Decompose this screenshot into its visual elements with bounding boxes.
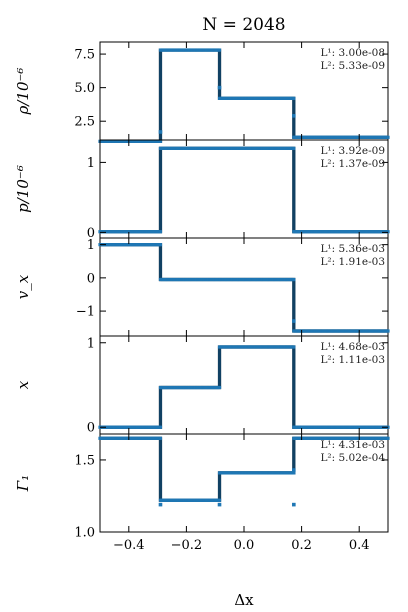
data-point [292, 471, 296, 475]
y-tick-label: 1 [87, 336, 95, 351]
x-tick-label: −0.4 [113, 538, 145, 553]
error-norm-label: L¹: 5.36e-03 [320, 243, 385, 255]
data-point-outlier [158, 130, 163, 134]
y-tick-label: 5.0 [74, 81, 95, 96]
numerical-points [98, 146, 390, 234]
y-tick-label: 1.5 [74, 453, 95, 468]
data-point [386, 329, 390, 333]
y-tick-label: 7.5 [74, 48, 95, 63]
jump-points [292, 148, 296, 232]
figure-title: N = 2048 [202, 15, 285, 35]
x-tick-label: 0.4 [349, 538, 370, 553]
y-tick-label: 0 [87, 226, 95, 241]
data-point [386, 135, 390, 139]
data-point-outlier [292, 114, 296, 118]
jump-points [158, 244, 163, 280]
y-axis-label: Γ₁ [14, 475, 32, 492]
y-axis-label: v_x [14, 274, 32, 299]
error-norm-label: L²: 5.33e-09 [320, 60, 385, 72]
y-tick-label: 2.5 [74, 115, 95, 130]
y-tick-label: 1.0 [74, 526, 95, 541]
data-point-outlier [217, 502, 222, 507]
error-norm-label: L²: 1.11e-03 [320, 354, 385, 366]
jump-points [217, 50, 222, 99]
data-point-outlier [217, 85, 222, 90]
error-norm-label: L²: 1.37e-09 [320, 158, 385, 170]
error-norm-label: L¹: 4.31e-03 [320, 439, 385, 451]
numerical-points [98, 243, 390, 333]
y-axis-label: p/10⁻⁶ [14, 165, 32, 213]
data-point-outlier [292, 468, 296, 472]
jump-points [158, 148, 163, 232]
y-tick-label: −1 [76, 305, 95, 320]
data-point [386, 230, 390, 234]
x-axis-label: Δx [234, 591, 254, 609]
error-norm-label: L¹: 3.00e-08 [320, 47, 385, 59]
x-tick-label: 0.2 [291, 538, 312, 553]
y-tick-label: 0 [87, 271, 95, 286]
y-axis-label: ρ/10⁻⁶ [14, 68, 32, 116]
jump-points [292, 346, 296, 428]
data-point [158, 230, 163, 234]
y-tick-label: 0 [87, 421, 95, 436]
error-norm-label: L¹: 3.92e-09 [320, 145, 385, 157]
jump-points [292, 98, 296, 138]
jump-points [217, 346, 222, 388]
y-tick-label: 1 [87, 156, 95, 171]
error-norm-label: L²: 5.02e-04 [320, 452, 385, 464]
numerical-points [98, 436, 390, 507]
y-tick-label: 1 [87, 238, 95, 253]
x-tick-label: 0.0 [234, 538, 255, 553]
error-norm-label: L¹: 4.68e-03 [320, 341, 385, 353]
data-point-outlier [292, 319, 296, 323]
x-tick-label: −0.2 [171, 538, 203, 553]
jump-points [158, 50, 163, 142]
jump-points [158, 387, 163, 428]
y-axis-label: x [14, 380, 32, 389]
jump-points [292, 438, 296, 473]
data-point [386, 436, 390, 440]
error-norm-label: L²: 1.91e-03 [320, 256, 385, 268]
jump-points [217, 472, 222, 501]
data-point-outlier [292, 502, 296, 507]
jump-points [292, 279, 296, 332]
jump-points [158, 438, 163, 501]
data-point-outlier [158, 502, 163, 507]
panel-5: 1.0 1.5 −0.4 −0.2 0.0 0.2 0.4 Γ₁ L¹: 4.31e-03L²:… [14, 433, 390, 553]
numerical-points [98, 48, 390, 143]
